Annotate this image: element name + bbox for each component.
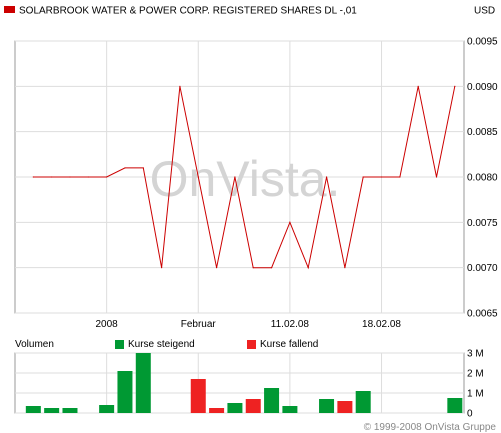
legend-falling-swatch — [247, 340, 256, 349]
legend-rising-label: Kurse steigend — [128, 339, 195, 350]
price-point — [307, 267, 309, 269]
price-point — [325, 176, 328, 178]
price-point — [454, 85, 456, 87]
price-point — [344, 267, 346, 269]
price-point — [32, 176, 34, 178]
volume-bar — [264, 388, 280, 413]
price-y-tick-label: 0.0090 — [467, 82, 498, 93]
price-x-tick-label: 2008 — [96, 319, 119, 330]
volume-y-tick-label: 1 M — [467, 389, 484, 400]
price-point — [106, 176, 108, 178]
volume-bar — [25, 406, 41, 413]
price-point — [124, 167, 126, 169]
onvista-watermark: OnVista. — [150, 151, 341, 207]
price-point — [179, 85, 181, 87]
price-point — [161, 267, 163, 269]
volume-bar — [62, 408, 78, 413]
price-point — [215, 267, 218, 269]
price-x-tick-label: 11.02.08 — [271, 319, 310, 330]
price-point — [87, 176, 89, 178]
price-point — [69, 176, 71, 178]
price-point — [417, 85, 419, 87]
price-point — [289, 221, 291, 223]
volume-bar — [355, 391, 371, 413]
price-series-line — [33, 86, 456, 270]
currency-label: USD — [474, 6, 495, 17]
price-x-tick-label: 18.02.08 — [362, 319, 401, 330]
volume-bars — [25, 353, 463, 413]
price-x-tick-label: Februar — [181, 319, 217, 330]
price-point — [197, 176, 199, 178]
volume-bar — [209, 408, 225, 413]
volume-label: Volumen — [15, 339, 54, 350]
price-point — [380, 176, 383, 178]
price-y-tick-label: 0.0085 — [467, 127, 498, 138]
price-line-group — [32, 85, 456, 270]
volume-bar — [282, 406, 298, 413]
volume-bar — [99, 405, 115, 413]
chart-title: SOLARBROOK WATER & POWER CORP. REGISTERE… — [19, 6, 357, 17]
legend-rising-swatch — [115, 340, 124, 349]
volume-bar — [245, 399, 261, 413]
volume-y-tick-label: 2 M — [467, 369, 484, 380]
volume-y-axis: 0 1 M 2 M 3 M — [467, 349, 484, 420]
volume-bar — [117, 371, 133, 413]
price-y-tick-label: 0.0095 — [467, 37, 498, 48]
price-point — [142, 167, 144, 169]
price-x-axis: 2008 Februar 11.02.08 18.02.08 — [96, 319, 402, 330]
volume-bar — [190, 379, 206, 413]
volume-bar — [135, 353, 151, 413]
price-y-tick-label: 0.0080 — [467, 173, 498, 184]
price-y-axis: 0.0065 0.0070 0.0075 0.0080 0.0085 0.0090 0.00… — [467, 37, 498, 320]
legend-falling-label: Kurse fallend — [260, 339, 318, 350]
price-point — [51, 176, 53, 178]
volume-bar — [319, 399, 335, 413]
price-point — [252, 267, 254, 269]
price-point — [362, 176, 364, 178]
price-point — [399, 176, 401, 178]
copyright: © 1999-2008 OnVista Gruppe — [364, 422, 497, 433]
volume-bar — [44, 408, 60, 413]
volume-y-tick-label: 3 M — [467, 349, 484, 360]
volume-bar — [227, 403, 243, 413]
price-point — [234, 176, 236, 178]
price-y-tick-label: 0.0075 — [467, 218, 498, 229]
price-point — [435, 176, 438, 178]
price-y-tick-label: 0.0065 — [467, 309, 498, 320]
price-y-tick-label: 0.0070 — [467, 263, 498, 274]
volume-bar — [337, 401, 353, 413]
volume-y-tick-label: 0 — [467, 409, 473, 420]
title-marker — [4, 6, 15, 13]
volume-bar — [447, 398, 463, 413]
price-point — [270, 267, 273, 269]
